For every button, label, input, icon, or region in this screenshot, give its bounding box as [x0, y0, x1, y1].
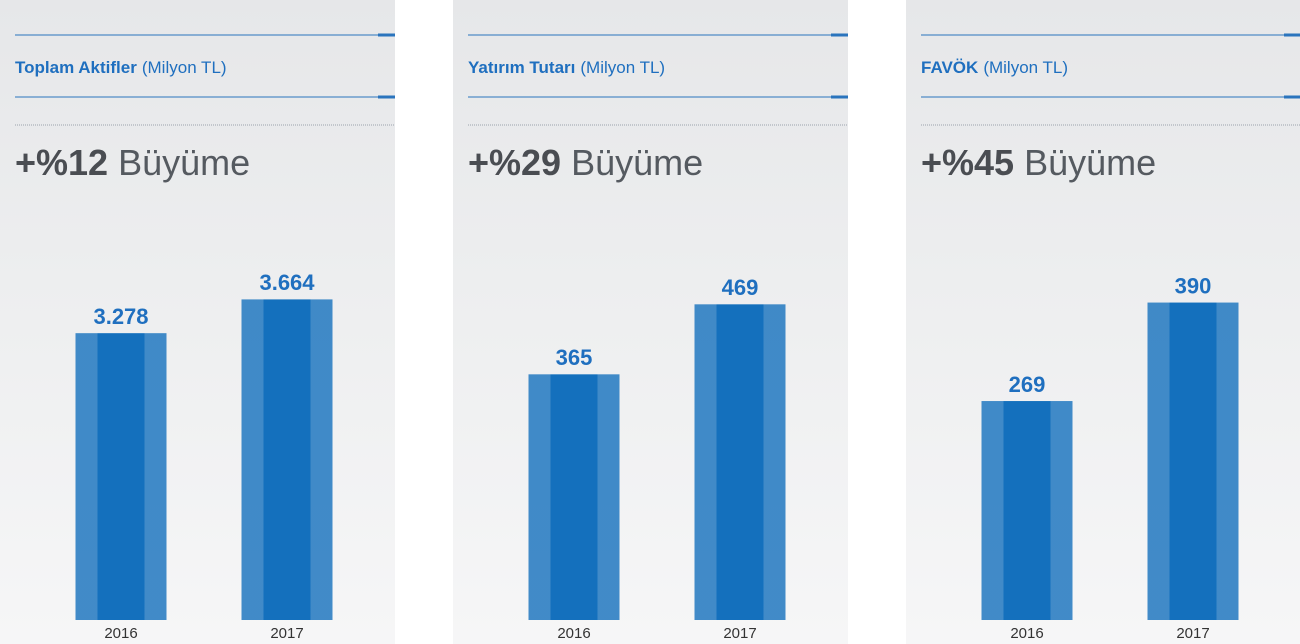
chart-title: Yatırım Tutarı (Milyon TL)	[468, 58, 665, 77]
title-unit: (Milyon TL)	[983, 58, 1068, 77]
bar	[1147, 302, 1239, 620]
bar	[528, 374, 620, 620]
x-tick-label: 2016	[1010, 625, 1043, 642]
title-unit: (Milyon TL)	[142, 58, 227, 77]
x-tick-label: 2017	[270, 625, 303, 642]
title-unit: (Milyon TL)	[580, 58, 665, 77]
x-tick-label: 2016	[104, 625, 137, 642]
value-label: 390	[1175, 273, 1212, 298]
chart-title: Toplam Aktifler (Milyon TL)	[15, 58, 227, 77]
growth-value: +%45	[921, 142, 1014, 183]
value-label: 365	[556, 345, 593, 370]
title-bold: FAVÖK	[921, 58, 979, 77]
bar	[694, 304, 786, 620]
bar	[241, 299, 333, 620]
growth-value: +%12	[15, 142, 108, 183]
growth: +%45 Büyüme	[921, 142, 1156, 183]
value-label: 469	[722, 275, 759, 300]
x-tick-label: 2017	[723, 625, 756, 642]
bar	[75, 333, 167, 620]
growth: +%29 Büyüme	[468, 142, 703, 183]
title-bold: Toplam Aktifler	[15, 58, 137, 77]
chart-panel: Toplam Aktifler (Milyon TL) +%12 Büyüme 3.27…	[0, 0, 395, 644]
chart-panel: FAVÖK (Milyon TL) +%45 Büyüme 269 2016 390 2017	[906, 0, 1300, 644]
growth-value: +%29	[468, 142, 561, 183]
growth: +%12 Büyüme	[15, 142, 250, 183]
value-label: 3.664	[259, 270, 315, 295]
bar	[981, 401, 1073, 620]
growth-label: Büyüme	[1024, 142, 1156, 183]
growth-label: Büyüme	[118, 142, 250, 183]
x-tick-label: 2017	[1176, 625, 1209, 642]
x-tick-label: 2016	[557, 625, 590, 642]
value-label: 3.278	[93, 304, 148, 329]
value-label: 269	[1009, 372, 1046, 397]
chart-title: FAVÖK (Milyon TL)	[921, 58, 1068, 77]
growth-label: Büyüme	[571, 142, 703, 183]
title-bold: Yatırım Tutarı	[468, 58, 575, 77]
chart-panel: Yatırım Tutarı (Milyon TL) +%29 Büyüme 365 20…	[453, 0, 848, 644]
